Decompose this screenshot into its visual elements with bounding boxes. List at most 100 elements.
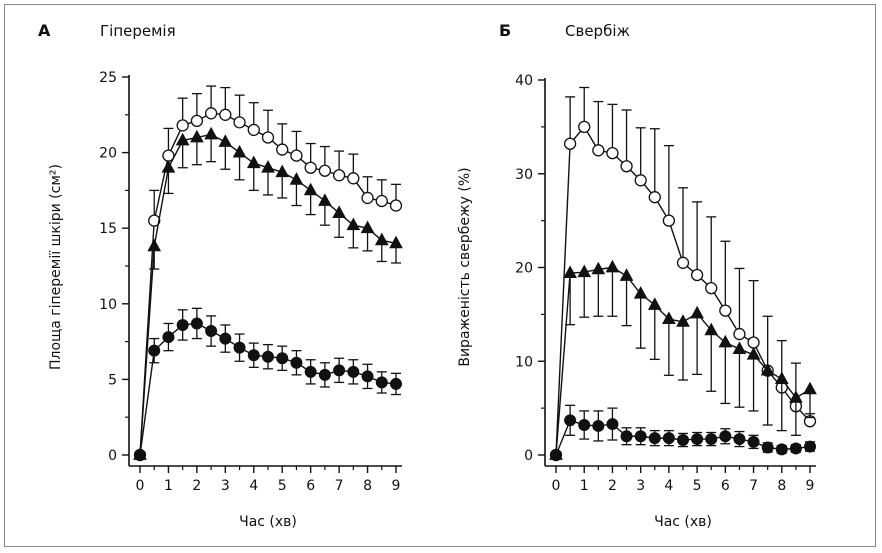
panel-a-series-filled-circle-point: [304, 365, 317, 378]
panel-a-series-filled-triangle-point: [360, 220, 375, 234]
panel-a-series-open-circle-point: [148, 214, 161, 227]
panel-b-title: Свербіж: [565, 22, 630, 40]
panel-a-x-tick-label: 1: [164, 478, 173, 494]
panel-b-series-open-circle-point: [733, 327, 746, 341]
panel-b-series-filled-triangle-point: [704, 322, 719, 336]
panel-b-series-open-circle-point: [705, 281, 718, 295]
panel-a-series-filled-circle-point: [375, 376, 388, 389]
panel-a-series-filled-circle-point: [219, 332, 232, 345]
panel-a-series-open-circle-point: [290, 149, 303, 162]
panel-a-series-filled-triangle-point: [374, 232, 389, 246]
panel-a-x-tick-label: 5: [278, 478, 287, 494]
panel-a-y-tick-label: 15: [99, 221, 117, 237]
panel-b-series-filled-circle-point: [691, 433, 704, 446]
panel-a-series-filled-circle-point: [262, 350, 274, 363]
panel-b-series-filled-triangle-point: [760, 362, 775, 376]
panel-a-series-open-circle-point: [190, 114, 204, 127]
panel-a-series-filled-circle-point: [390, 377, 402, 390]
panel-a-series-filled-triangle-point: [261, 160, 275, 173]
panel-a-series-filled-circle-point: [276, 352, 289, 365]
panel-a-series-open-circle-point: [389, 199, 403, 212]
panel-b-series-filled-triangle-point: [803, 381, 817, 395]
panel-b-series-open-circle-point: [620, 160, 633, 173]
panel-b-series-open-circle-point: [690, 268, 704, 282]
panel-b-series-filled-circle-point: [677, 434, 689, 446]
panel-b-xlabel: Час (хв): [654, 514, 712, 530]
panel-b-series-filled-circle-point: [662, 432, 675, 445]
panel-a-x-tick-label: 7: [335, 478, 344, 494]
panel-a-series-open-circle-point: [261, 131, 275, 144]
panel-b-x-tick-label: 5: [693, 478, 702, 494]
panel-b-series-open-circle-point: [662, 214, 676, 227]
panel-b-y-tick-label: 20: [515, 261, 533, 277]
panel-b-y-tick-label: 30: [515, 167, 533, 183]
panel-a-y-tick-label: 5: [108, 372, 117, 388]
panel-a-title: Гіперемія: [100, 22, 176, 40]
panel-a-series-filled-circle-point: [247, 349, 260, 362]
panel-b-series-open-circle-point: [563, 137, 577, 150]
panel-a-series-filled-circle-point: [162, 331, 175, 344]
panel-b-x-tick-label: 9: [806, 478, 815, 494]
panel-a-series-filled-triangle-point: [190, 129, 204, 143]
panel-b-series-open-circle-point: [719, 304, 732, 317]
panel-a-series-open-circle-point: [347, 172, 360, 185]
panel-a-plot: 0 5 10 15 20 25 0 1 2 3 4 5 6 7 8 9: [99, 70, 403, 494]
panel-b-series-filled-circle-point: [550, 449, 562, 461]
panel-a-series-filled-triangle-point: [161, 160, 176, 173]
panel-a-letter: А: [38, 21, 51, 40]
panel-a-series-filled-circle-point: [205, 325, 218, 338]
panel-a-series-filled-circle-point: [190, 317, 203, 330]
panel-b-x-tick-label: 4: [664, 478, 673, 494]
panel-a-series-open-circle-point: [276, 143, 289, 156]
panel-b-series-filled-circle-point: [761, 441, 774, 454]
panel-b-series-open-circle-line: [555, 125, 811, 456]
panel-a-series-open-circle-point: [361, 191, 374, 205]
panel-b-series-filled-circle-point: [564, 414, 577, 427]
panel-a-series-filled-triangle-point: [204, 126, 218, 140]
panel-b-series-filled-circle-point: [719, 430, 732, 443]
panel-b-x-tick-label: 3: [636, 478, 645, 494]
panel-b-letter: Б: [499, 21, 511, 40]
panel-a-series-open-circle: [133, 85, 403, 462]
panel-a-series-filled-triangle-point: [147, 238, 162, 252]
panel-a-series-open-circle-point: [176, 119, 189, 132]
panel-b-series-filled-circle-point: [606, 418, 619, 431]
panel-b-series-open-circle-point: [676, 256, 690, 269]
panel-b-series-filled-triangle-point: [563, 265, 577, 279]
panel-a-series-filled-circle-point: [148, 344, 161, 357]
panel-a-series-open-circle-point: [204, 107, 218, 120]
panel-b-series-open-circle: [549, 86, 817, 462]
panel-a-y-tick-label: 25: [99, 70, 117, 86]
panel-a-y-tick-label: 0: [108, 448, 117, 464]
panel-b-series-filled-circle-point: [634, 430, 647, 443]
panel-a-series-filled-circle-point: [318, 368, 331, 381]
panel-b-series-filled-circle-point: [705, 433, 718, 446]
panel-b-series-filled-circle: [550, 404, 816, 461]
panel-a-series-filled-circle-line: [139, 322, 397, 456]
panel-b-series-filled-circle-point: [592, 419, 605, 432]
panel-b-series-filled-triangle-point: [662, 311, 676, 324]
panel-a-series-open-circle-point: [304, 161, 317, 174]
panel-b-x-tick-label: 1: [580, 478, 589, 494]
panel-a-x-tick-label: 8: [363, 478, 372, 494]
panel-a-series-filled-circle: [134, 307, 402, 461]
panel-a-series-filled-triangle: [133, 126, 403, 460]
panel-a-x-tick-label: 2: [192, 478, 201, 494]
panel-b-series-open-circle-point: [747, 336, 760, 349]
panel-b-series-filled-triangle: [549, 259, 817, 460]
panel-b-series-filled-triangle-point: [619, 268, 634, 281]
panel-a-series-filled-circle-point: [333, 364, 346, 377]
panel-b-series-filled-triangle-point: [577, 264, 592, 278]
panel-a-x-tick-label: 4: [249, 478, 258, 494]
panel-a-y-tick-label: 10: [99, 297, 117, 313]
panel-a-series-filled-triangle-point: [246, 155, 261, 169]
panel-b-series-filled-circle-point: [620, 430, 633, 443]
panel-b-series-filled-triangle-point: [633, 286, 648, 299]
panel-b-x-tick-label: 2: [608, 478, 617, 494]
panel-a-series-open-circle-point: [233, 116, 246, 129]
panel-b-series-filled-circle-point: [789, 442, 802, 455]
panel-a-series-open-circle-point: [318, 164, 332, 177]
panel-b-series-filled-triangle-point: [718, 334, 733, 348]
panel-b-series-filled-triangle-point: [676, 314, 690, 327]
panel-b-series-filled-triangle-point: [605, 259, 620, 273]
